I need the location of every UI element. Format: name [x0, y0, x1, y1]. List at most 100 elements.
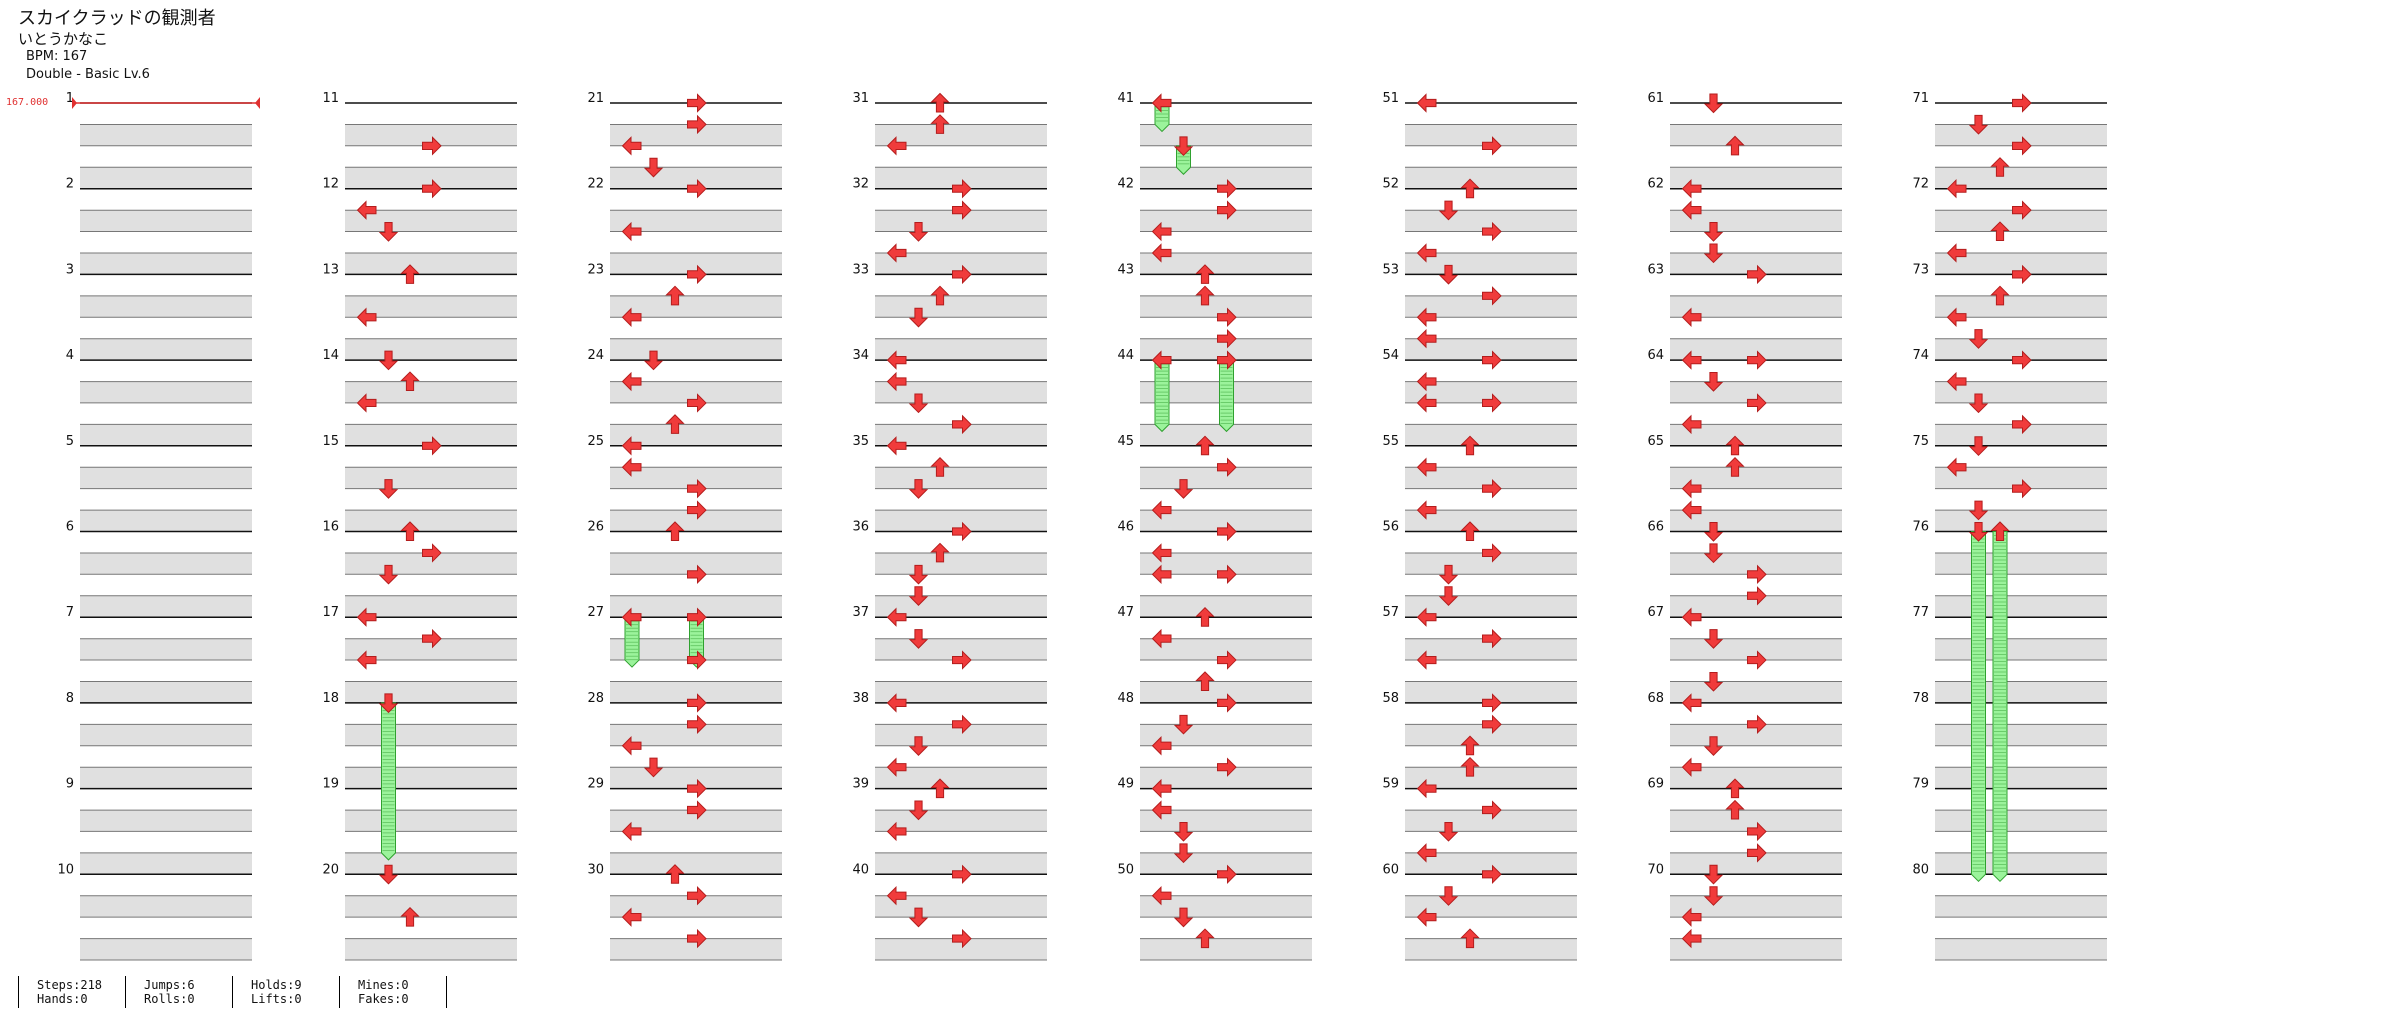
measure-number: 70	[1647, 862, 1664, 877]
stat-group: Jumps:6 Rolls:0	[125, 976, 232, 1008]
measure-number: 58	[1382, 691, 1399, 706]
beat-band	[1140, 338, 1312, 361]
arrow-left-icon	[1151, 500, 1172, 520]
arrow-down-icon	[378, 564, 399, 585]
beat-band	[80, 381, 252, 404]
arrow-up-icon	[1195, 606, 1215, 627]
arrow-up-icon	[1990, 285, 2010, 306]
measure-number: 26	[587, 520, 604, 535]
beat-band	[345, 424, 517, 446]
measure-number: 1	[66, 91, 74, 106]
stat-jumps: Jumps:6	[144, 978, 195, 992]
arrow-left-icon	[1416, 371, 1437, 392]
measure-number: 42	[1117, 177, 1134, 192]
beat-band	[1140, 938, 1312, 961]
arrow-left-icon	[1416, 243, 1437, 263]
arrow-down-icon	[378, 864, 399, 885]
beat-band	[1140, 595, 1312, 618]
arrow-up-icon	[1725, 778, 1745, 799]
measure-number: 16	[322, 520, 339, 535]
beat-band	[1140, 638, 1312, 661]
measure-number: 53	[1382, 262, 1399, 277]
arrow-up-icon	[1460, 928, 1480, 949]
measure-number: 75	[1912, 434, 1929, 449]
arrow-left-icon	[886, 136, 907, 156]
measure-number: 13	[322, 262, 339, 277]
arrow-right-icon	[422, 628, 442, 649]
arrow-right-icon	[1482, 800, 1502, 820]
measure-number: 11	[322, 91, 339, 106]
beat-band	[1405, 124, 1577, 146]
beat-band	[80, 938, 252, 961]
song-difficulty: Double - Basic Lv.6	[26, 67, 150, 82]
measure-number: 35	[852, 434, 869, 449]
beat-band	[1935, 895, 2107, 918]
arrow-up-icon	[930, 457, 950, 477]
arrow-left-icon	[1681, 907, 1702, 927]
beat-band	[1670, 124, 1842, 146]
beat-band	[1670, 467, 1842, 489]
measure-number: 48	[1117, 691, 1134, 706]
arrow-down-icon	[1968, 500, 1989, 521]
beat-band	[80, 638, 252, 661]
arrow-right-icon	[1747, 264, 1767, 285]
arrow-left-icon	[1416, 393, 1437, 413]
arrow-left-icon	[886, 886, 907, 906]
measure-number: 71	[1912, 91, 1929, 106]
arrow-left-icon	[1151, 543, 1172, 563]
measure-number: 21	[587, 91, 604, 106]
arrow-left-icon	[1946, 307, 1967, 327]
measure-number: 19	[322, 777, 339, 792]
arrow-right-icon	[687, 564, 707, 585]
beat-band	[875, 681, 1047, 703]
beat-band	[1405, 381, 1577, 404]
arrow-right-icon	[1217, 328, 1237, 349]
arrow-right-icon	[1482, 136, 1502, 156]
measure-number: 72	[1912, 177, 1929, 192]
beat-band	[875, 338, 1047, 361]
arrow-down-icon	[908, 564, 929, 585]
arrow-left-icon	[356, 200, 377, 220]
beat-band	[875, 467, 1047, 489]
arrow-left-icon	[1681, 307, 1702, 327]
chart-stats: Steps:218 Hands:0 Jumps:6 Rolls:0 Holds:9 L…	[18, 976, 447, 1008]
beat-band	[80, 767, 252, 789]
beat-band	[875, 852, 1047, 875]
arrow-left-icon	[1681, 693, 1702, 713]
arrow-right-icon	[1747, 586, 1767, 606]
beat-band	[610, 510, 782, 532]
beat-band	[1405, 510, 1577, 532]
arrow-up-icon	[1725, 435, 1745, 456]
measure-number: 46	[1117, 520, 1134, 535]
arrow-down-icon	[908, 800, 929, 821]
arrow-down-icon	[1173, 479, 1194, 499]
arrow-right-icon	[1217, 864, 1237, 885]
arrow-up-icon	[400, 264, 420, 284]
arrow-right-icon	[1217, 350, 1237, 370]
arrow-down-icon	[378, 222, 399, 242]
measure-number: 6	[66, 520, 74, 535]
arrow-up-icon	[1990, 221, 2010, 242]
arrow-down-icon	[643, 350, 664, 371]
arrow-left-icon	[1151, 800, 1172, 820]
measure-number: 4	[66, 348, 74, 363]
arrow-down-icon	[1438, 264, 1459, 285]
arrow-left-icon	[886, 371, 907, 392]
arrow-up-icon	[665, 414, 685, 434]
arrow-right-icon	[2012, 350, 2032, 370]
arrow-left-icon	[621, 457, 642, 477]
arrow-up-icon	[665, 285, 685, 306]
arrow-left-icon	[1416, 607, 1437, 627]
arrow-right-icon	[2012, 93, 2032, 113]
arrow-down-icon	[1703, 222, 1724, 242]
beat-band	[80, 295, 252, 318]
arrow-up-icon	[1195, 435, 1215, 456]
arrow-left-icon	[356, 650, 377, 670]
arrow-up-icon	[930, 542, 950, 563]
beat-band	[1935, 510, 2107, 532]
arrow-left-icon	[886, 350, 907, 370]
measure-number: 44	[1117, 348, 1134, 363]
arrow-up-icon	[1725, 457, 1745, 477]
arrow-right-icon	[952, 414, 972, 435]
measure-number: 77	[1912, 605, 1929, 620]
